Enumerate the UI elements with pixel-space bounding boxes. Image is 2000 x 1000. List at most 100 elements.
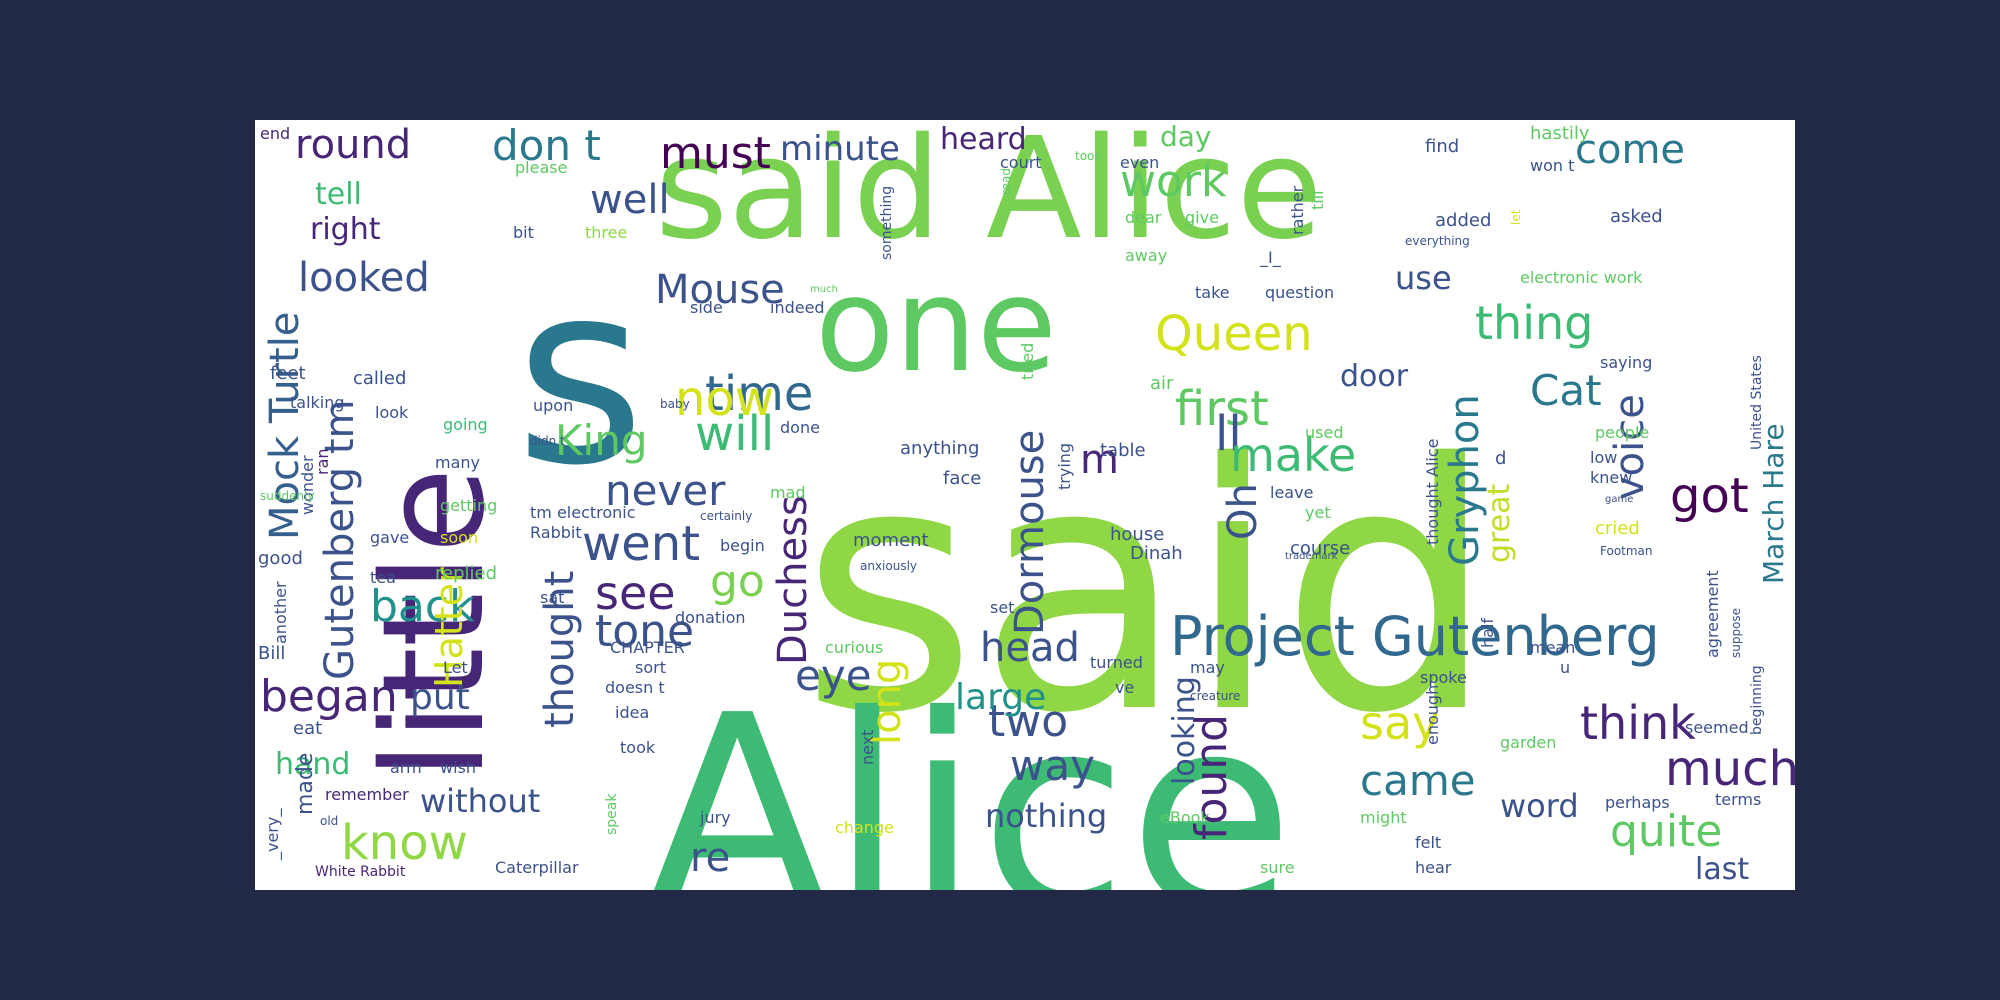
cloud-word: won t <box>1530 156 1575 175</box>
cloud-word: donation <box>675 608 746 627</box>
cloud-word: re <box>690 835 731 881</box>
cloud-word: head <box>980 625 1080 671</box>
cloud-word: thought Alice <box>1423 438 1442 545</box>
cloud-word: know <box>341 815 468 871</box>
cloud-word: low <box>1590 448 1618 467</box>
cloud-word: another <box>271 581 290 644</box>
cloud-word: _very_ <box>263 808 282 860</box>
cloud-word: trademark <box>1285 551 1338 562</box>
cloud-word: sat <box>540 588 565 607</box>
cloud-word: said Alice <box>655 120 1323 271</box>
cloud-word: give <box>1185 208 1219 227</box>
cloud-word: enough <box>1423 684 1442 745</box>
cloud-word: house <box>1110 524 1165 545</box>
cloud-word: knew <box>1590 468 1633 487</box>
cloud-word: idea <box>615 703 650 722</box>
cloud-word: please <box>515 158 568 177</box>
cloud-word: thing <box>1475 296 1594 350</box>
cloud-word: Rabbit <box>530 523 582 542</box>
cloud-word: bit <box>513 223 534 242</box>
cloud-word: turned <box>1090 653 1143 672</box>
cloud-word: remember <box>325 785 409 804</box>
cloud-word: took <box>1075 149 1102 163</box>
cloud-word: right <box>310 212 381 247</box>
cloud-word: may <box>1190 658 1225 677</box>
cloud-word: don t <box>492 121 601 170</box>
cloud-word: half <box>1478 617 1497 648</box>
cloud-word: United States <box>1749 355 1765 450</box>
cloud-word: leave <box>1270 483 1314 502</box>
cloud-word: set <box>990 598 1015 617</box>
cloud-word: till <box>1308 190 1327 210</box>
cloud-word: take <box>1195 283 1230 302</box>
cloud-word: air <box>1150 373 1174 394</box>
cloud-word: Project Gutenberg <box>1170 605 1660 668</box>
cloud-word: even <box>1120 153 1160 172</box>
cloud-word: CHAPTER <box>610 638 685 657</box>
cloud-word: change <box>835 818 894 837</box>
cloud-word: use <box>1395 259 1452 297</box>
cloud-word: baby <box>660 397 690 411</box>
cloud-word: day <box>1160 120 1212 153</box>
cloud-word: ran <box>313 448 332 475</box>
cloud-word: anything <box>900 438 980 459</box>
cloud-word: seemed <box>1685 718 1749 737</box>
cloud-word: minute <box>780 129 900 169</box>
cloud-word: well <box>590 177 670 223</box>
cloud-word: quite <box>1610 806 1723 857</box>
cloud-word: upon <box>533 396 574 415</box>
cloud-word: suppose <box>1729 607 1743 658</box>
cloud-word: large <box>955 677 1047 718</box>
cloud-word: mad <box>770 483 806 502</box>
cloud-word: Mouse <box>655 267 785 313</box>
cloud-word: Oh <box>1220 483 1266 540</box>
cloud-word: sure <box>1260 858 1295 877</box>
cloud-word: people <box>1595 423 1650 442</box>
cloud-word: called <box>353 368 407 389</box>
cloud-word: got <box>1670 468 1749 524</box>
cloud-word: tell <box>315 177 362 212</box>
cloud-word: suddenly <box>260 489 315 503</box>
cloud-word: d <box>1495 448 1507 469</box>
cloud-word: Bill <box>258 643 286 664</box>
cloud-word: next <box>858 729 877 765</box>
cloud-word: see <box>595 566 676 620</box>
cloud-word: never <box>605 466 726 515</box>
cloud-word: began <box>260 671 398 722</box>
cloud-word: first <box>1175 381 1269 437</box>
cloud-word: face <box>943 468 982 489</box>
cloud-word: away <box>1125 246 1168 265</box>
cloud-word: didn t <box>530 434 565 448</box>
cloud-word: hand <box>275 747 351 782</box>
cloud-word: something <box>879 185 895 260</box>
cloud-word: indeed <box>770 298 825 317</box>
cloud-word: jury <box>700 808 731 827</box>
cloud-word: round <box>295 122 412 168</box>
cloud-word: eye <box>795 651 872 700</box>
cloud-word: Let <box>443 658 468 677</box>
cloud-word: say <box>1360 696 1440 750</box>
cloud-word: question <box>1265 283 1335 302</box>
cloud-word: cried <box>1595 518 1640 539</box>
cloud-word: speak <box>604 793 620 835</box>
cloud-word: everything <box>1405 234 1470 248</box>
cloud-word: ll <box>1215 406 1242 462</box>
cloud-word: read <box>999 167 1013 195</box>
cloud-word: anxiously <box>860 559 918 573</box>
cloud-word: m <box>1080 437 1119 483</box>
cloud-word: tm electronic <box>530 503 636 522</box>
cloud-word: Dinah <box>1130 543 1183 564</box>
cloud-word: moment <box>853 530 929 551</box>
cloud-word: old <box>320 814 339 828</box>
cloud-word: time <box>705 366 814 422</box>
cloud-word: back <box>370 581 475 632</box>
cloud-word: find <box>1425 136 1460 157</box>
cloud-word: might <box>1360 808 1407 827</box>
cloud-word: way <box>1010 741 1095 790</box>
cloud-word: felt <box>1415 833 1442 852</box>
cloud-word: soon <box>440 528 479 547</box>
cloud-word: make <box>1230 428 1357 482</box>
cloud-word: much <box>1665 741 1795 797</box>
cloud-word: trying <box>1055 442 1074 490</box>
cloud-word: side <box>690 298 723 317</box>
